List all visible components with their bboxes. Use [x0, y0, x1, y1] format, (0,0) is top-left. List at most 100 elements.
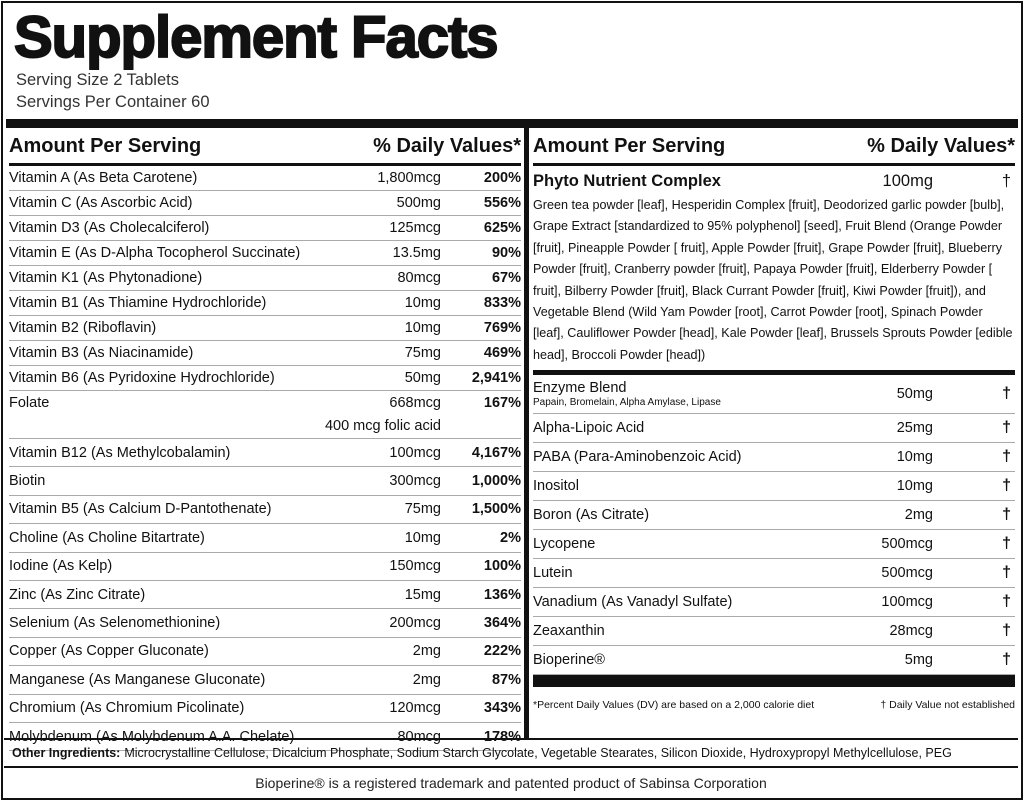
header-amount: Amount Per Serving — [9, 135, 202, 157]
nutrient-amount: 100mcg — [389, 444, 441, 461]
ingredient-dv: † — [1002, 506, 1011, 524]
nutrient-name: Vitamin C (As Ascorbic Acid) — [9, 195, 193, 211]
nutrient-amount: 200mcg — [389, 615, 441, 632]
section-bar — [533, 675, 1015, 688]
nutrient-row: Vitamin B1 (As Thiamine Hydrochloride) 10… — [9, 291, 521, 316]
nutrient-dv: 343% — [483, 700, 521, 717]
nutrient-amount: 15mg — [404, 586, 441, 603]
footnote-dv: *Percent Daily Values (DV) are based on … — [533, 699, 815, 712]
nutrient-name: Vitamin B12 (As Methylcobalamin) — [9, 444, 231, 461]
ingredient-name-text: PABA (Para-Aminobenzoic Acid) — [533, 449, 742, 466]
nutrient-row: Manganese (As Manganese Gluconate) 2mg 87% — [9, 666, 521, 695]
nutrient-amount: 2mg — [412, 671, 441, 688]
ingredient-row: Enzyme Blend Papain, Bromelain, Alpha Amy… — [533, 375, 1015, 415]
nutrient-dv: 67% — [491, 270, 521, 286]
ingredient-row: Bioperine® 5mg † — [533, 646, 1015, 676]
nutrient-row: Vitamin C (As Ascorbic Acid) 500mg 556% — [9, 191, 521, 216]
nutrient-row: Zinc (As Zinc Citrate) 15mg 136% — [9, 581, 521, 610]
nutrient-name: Selenium (As Selenomethionine) — [9, 615, 221, 632]
phyto-name: Phyto Nutrient Complex — [533, 172, 721, 190]
nutrient-dv: 87% — [491, 671, 521, 688]
ingredient-name-text: Inositol — [533, 478, 579, 495]
nutrient-name: Chromium (As Chromium Picolinate) — [9, 700, 245, 717]
nutrient-row: Molybdenum (As Molybdenum A.A. Chelate) 8… — [9, 723, 521, 752]
nutrient-amount: 500mg — [396, 195, 441, 211]
ingredient-row: Vanadium (As Vanadyl Sulfate) 100mcg † — [533, 588, 1015, 618]
ingredient-amount: 10mg — [896, 449, 933, 466]
nutrient-row: Choline (As Choline Bitartrate) 10mg 2% — [9, 524, 521, 553]
ingredient-amount: 100mcg — [881, 594, 933, 611]
nutrient-amount: 668mcg — [389, 395, 441, 411]
nutrient-name: Biotin — [9, 473, 46, 490]
nutrient-dv: 167% — [483, 395, 521, 411]
nutrient-name: Vitamin B2 (Riboflavin) — [9, 320, 157, 336]
ingredient-name: PABA (Para-Aminobenzoic Acid) — [533, 449, 813, 465]
ingredient-row: Lycopene 500mcg † — [533, 530, 1015, 560]
ingredient-name-text: Zeaxanthin — [533, 623, 605, 640]
ingredient-dv: † — [1002, 535, 1011, 553]
right-table: Amount Per Serving % Daily Values* Phyto… — [533, 130, 1015, 711]
trademark: Bioperine® is a registered trademark and… — [255, 775, 767, 791]
footnotes: *Percent Daily Values (DV) are based on … — [533, 699, 1015, 711]
ingredient-name-text: Bioperine® — [533, 652, 605, 669]
nutrient-name: Vitamin B5 (As Calcium D-Pantothenate) — [9, 501, 272, 518]
ingredient-name: Zeaxanthin — [533, 623, 813, 639]
ingredient-name-text: Lycopene — [533, 536, 596, 553]
nutrient-note: 400 mcg folic acid — [324, 417, 441, 434]
nutrient-row: Folate 668mcg 167% 400 mcg folic acid — [9, 391, 521, 439]
nutrient-row: Vitamin B2 (Riboflavin) 10mg 769% — [9, 316, 521, 341]
nutrient-name: Vitamin B6 (As Pyridoxine Hydrochloride) — [9, 370, 275, 386]
other-ingredients: Other Ingredients: Microcrystalline Cell… — [4, 738, 1018, 768]
phyto-description: Green tea powder [leaf], Hesperidin Comp… — [533, 198, 1013, 362]
nutrient-amount: 2mg — [412, 643, 441, 660]
nutrient-amount: 80mcg — [397, 728, 441, 745]
ingredient-name: Vanadium (As Vanadyl Sulfate) — [533, 594, 813, 610]
phyto-dv: † — [1001, 172, 1011, 190]
ingredient-row: PABA (Para-Aminobenzoic Acid) 10mg † — [533, 443, 1015, 473]
ingredient-dv: † — [1002, 477, 1011, 495]
ingredient-row: Boron (As Citrate) 2mg † — [533, 501, 1015, 531]
nutrient-row: Vitamin K1 (As Phytonadione) 80mcg 67% — [9, 266, 521, 291]
nutrient-dv: 833% — [483, 295, 521, 311]
nutrient-amount: 10mg — [404, 529, 441, 546]
ingredient-dv: † — [1002, 564, 1011, 582]
nutrient-amount: 80mcg — [397, 270, 441, 286]
ingredient-amount: 5mg — [904, 652, 933, 669]
ingredient-name: Boron (As Citrate) — [533, 507, 813, 523]
nutrient-amount: 50mg — [404, 370, 441, 386]
nutrient-dv: 90% — [491, 245, 521, 261]
nutrient-name: Vitamin B1 (As Thiamine Hydrochloride) — [9, 295, 267, 311]
nutrient-dv: 469% — [483, 345, 521, 361]
nutrient-dv: 178% — [483, 728, 521, 745]
nutrient-dv: 364% — [483, 615, 521, 632]
nutrient-row: Vitamin B5 (As Calcium D-Pantothenate) 75… — [9, 496, 521, 525]
column-divider — [524, 128, 529, 738]
ingredient-row: Alpha-Lipoic Acid 25mg † — [533, 414, 1015, 444]
nutrient-name: Copper (As Copper Gluconate) — [9, 643, 209, 660]
nutrient-name: Vitamin D3 (As Cholecalciferol) — [9, 220, 210, 236]
ingredient-dv: † — [1002, 593, 1011, 611]
nutrient-dv: 556% — [483, 195, 521, 211]
other-label: Other Ingredients: — [12, 746, 121, 760]
nutrient-amount: 150mcg — [389, 558, 441, 575]
nutrient-dv: 2% — [500, 529, 521, 546]
ingredient-name: Lycopene — [533, 536, 813, 552]
ingredient-name: Enzyme Blend Papain, Bromelain, Alpha Amy… — [533, 380, 813, 408]
ingredient-amount: 2mg — [904, 507, 933, 524]
title: Supplement Facts — [13, 4, 500, 71]
nutrient-row: Vitamin B12 (As Methylcobalamin) 100mcg 4,… — [9, 439, 521, 468]
ingredient-name: Alpha-Lipoic Acid — [533, 420, 813, 436]
serving-size: Serving Size 2 Tablets — [16, 71, 179, 89]
ingredient-amount: 25mg — [896, 420, 933, 437]
ingredient-amount: 50mg — [896, 386, 933, 403]
left-table: Amount Per Serving % Daily Values* Vitam… — [9, 130, 521, 752]
nutrient-dv: 222% — [483, 643, 521, 660]
nutrient-row: Iodine (As Kelp) 150mcg 100% — [9, 553, 521, 581]
other-text: Microcrystalline Cellulose, Dicalcium Ph… — [124, 746, 952, 760]
ingredient-name: Bioperine® — [533, 652, 813, 668]
nutrient-name: Molybdenum (As Molybdenum A.A. Chelate) — [9, 728, 295, 745]
ingredient-name-text: Alpha-Lipoic Acid — [533, 420, 645, 437]
ingredient-sub: Papain, Bromelain, Alpha Amylase, Lipase — [533, 397, 721, 409]
nutrient-dv: 4,167% — [471, 444, 521, 461]
